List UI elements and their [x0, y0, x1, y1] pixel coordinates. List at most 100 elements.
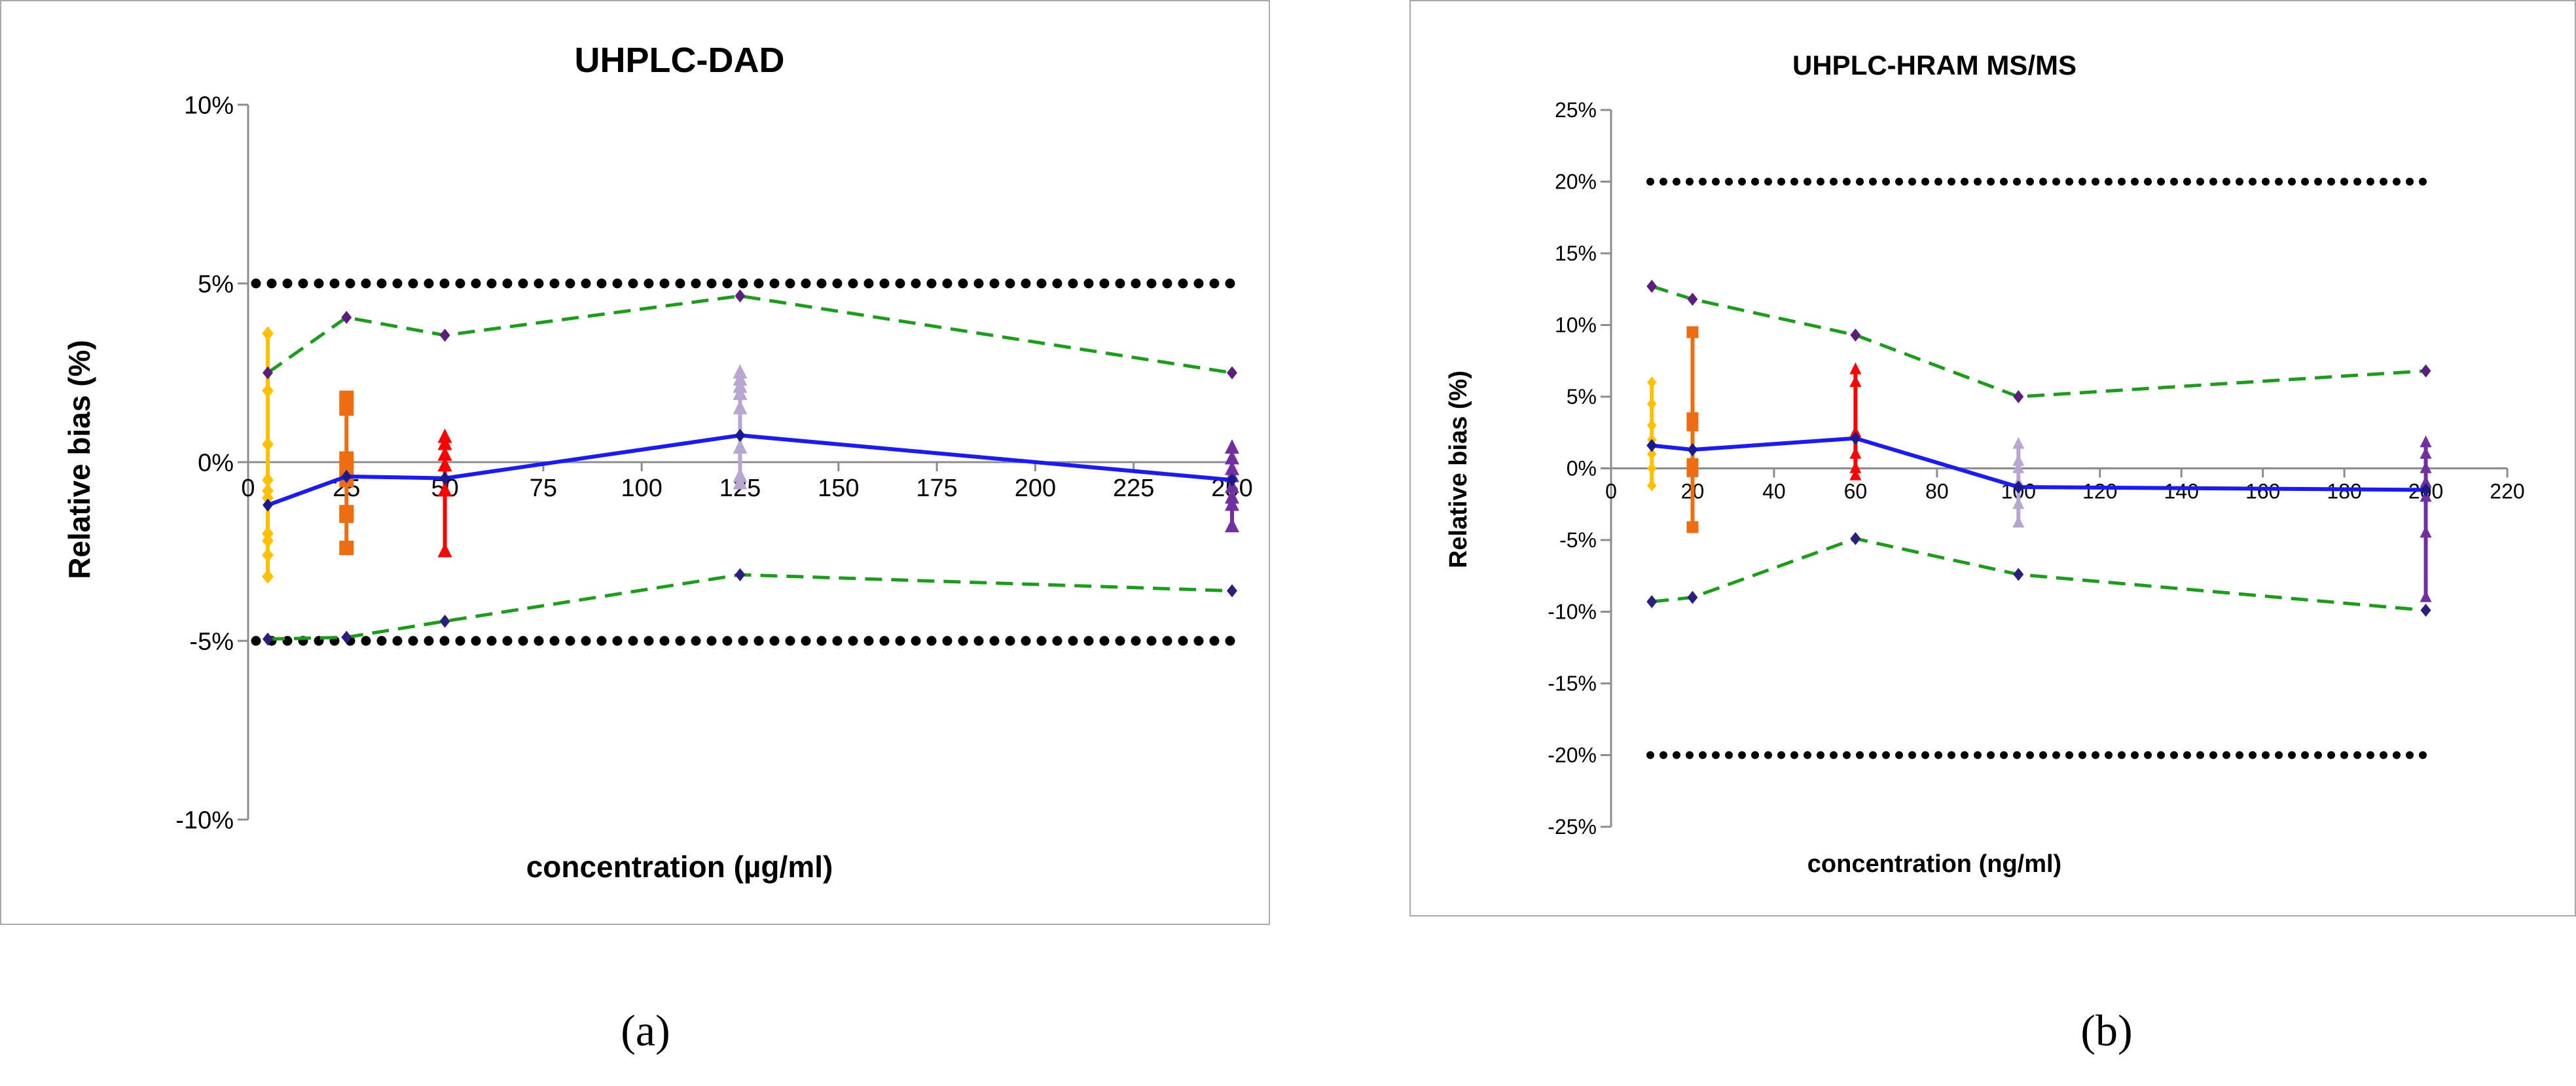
individual-result-point	[1647, 376, 1657, 389]
y-tick-label: -20%	[1548, 744, 1597, 767]
mean-bias-point	[2013, 480, 2024, 494]
individual-result-point	[1849, 446, 1862, 459]
chart-panel-b: UHPLC-HRAM MS/MS -25% -20% -15% -10% -5% 0% 5% 1…	[1409, 0, 2576, 916]
x-tick-label: 0	[1605, 480, 1617, 503]
mean-bias-point	[1687, 443, 1698, 457]
upper-tolerance-point	[263, 366, 274, 380]
individual-result-point	[1647, 448, 1657, 460]
mean-bias-point	[2420, 483, 2431, 497]
chart-title: UHPLC-HRAM MS/MS	[1792, 50, 2077, 81]
individual-result-point	[1849, 468, 1862, 480]
individual-result-point	[339, 401, 354, 416]
y-tick-label: 0%	[1567, 457, 1597, 480]
individual-result-point	[262, 383, 274, 398]
x-tick-label: 225	[1113, 475, 1154, 502]
individual-result-point	[733, 475, 748, 490]
individual-result-point	[2420, 461, 2432, 473]
lower-tolerance-point	[1227, 584, 1237, 598]
individual-result-point	[2420, 590, 2432, 602]
individual-result-point	[733, 399, 748, 414]
individual-result-point	[1686, 465, 1699, 477]
individual-result-point	[1849, 362, 1862, 374]
x-tick-label: 200	[1015, 475, 1056, 502]
x-tick-label: 160	[2245, 480, 2280, 503]
individual-result-point	[1225, 518, 1239, 533]
individual-result-point	[437, 482, 452, 497]
y-tick-label: 5%	[198, 270, 234, 298]
lower-tolerance-point	[2013, 568, 2024, 581]
chart-panel-a: UHPLC-DAD-10%-5%0%5%10%02550751001251501…	[0, 0, 1270, 925]
mean-bias-point	[735, 429, 746, 443]
lower-tolerance-point	[1850, 532, 1861, 545]
x-tick-label: 40	[1762, 480, 1786, 503]
individual-result-point	[1849, 425, 1862, 437]
x-tick-label: 80	[1925, 480, 1949, 503]
individual-result-point	[1647, 397, 1657, 410]
individual-result-point	[1849, 461, 1862, 473]
individual-results-group	[1686, 326, 1699, 534]
x-tick-label: 175	[916, 475, 957, 502]
y-tick-label: 0%	[198, 449, 234, 477]
individual-result-point	[2420, 475, 2432, 488]
mean-bias-point	[1646, 439, 1658, 452]
x-tick-label: 100	[621, 475, 662, 502]
y-tick-label: 5%	[1567, 385, 1597, 408]
mean-bias-point	[1850, 431, 1861, 445]
lower-tolerance-point	[2420, 604, 2431, 617]
individual-result-point	[262, 547, 274, 562]
lower-tolerance-line	[1651, 537, 2426, 612]
individual-result-point	[2420, 446, 2432, 459]
individual-result-point	[1225, 439, 1239, 454]
upper-tolerance-point	[2013, 390, 2024, 403]
y-tick-label: 20%	[1555, 170, 1597, 194]
individual-result-point	[1686, 326, 1699, 338]
mean-bias-point	[341, 469, 352, 483]
chart-a-svg: UHPLC-DAD-10%-5%0%5%10%02550751001251501…	[62, 41, 1253, 884]
x-tick-label: 120	[2082, 480, 2117, 503]
individual-result-point	[2012, 454, 2025, 466]
x-axis-label: concentration (ng/ml)	[1807, 850, 2061, 878]
x-tick-label: 75	[530, 475, 557, 502]
lower-tolerance-line	[268, 573, 1233, 641]
individual-results-group	[733, 364, 748, 490]
individual-result-point	[2420, 435, 2432, 448]
individual-results-group	[1225, 439, 1239, 533]
lower-tolerance-point	[341, 630, 352, 644]
individual-result-point	[733, 439, 748, 454]
individual-result-point	[437, 446, 452, 461]
mean-bias-point	[263, 498, 274, 512]
individual-result-point	[1647, 462, 1657, 475]
upper-tolerance-point	[735, 289, 746, 303]
y-tick-label: -10%	[1548, 600, 1597, 624]
individual-result-point	[262, 473, 274, 488]
mean-bias-point	[1227, 473, 1237, 487]
lower-tolerance-point	[1687, 590, 1698, 604]
y-axis-label: Relative bias (%)	[1445, 371, 1472, 568]
individual-result-point	[1647, 419, 1657, 431]
individual-results-group	[437, 428, 452, 558]
individual-result-point	[1686, 521, 1699, 534]
individual-result-point	[339, 541, 354, 556]
x-tick-label: 140	[2164, 480, 2198, 503]
individual-result-point	[262, 534, 274, 549]
y-tick-label: 25%	[1555, 98, 1597, 122]
individual-result-point	[2012, 515, 2025, 528]
individual-result-point	[437, 435, 452, 450]
individual-result-point	[262, 569, 274, 584]
upper-tolerance-point	[1227, 366, 1237, 380]
x-tick-label: 0	[241, 475, 255, 502]
y-tick-label: 10%	[184, 92, 234, 119]
individual-result-point	[339, 508, 354, 523]
individual-results-group	[262, 326, 274, 584]
mean-bias-point	[439, 471, 450, 485]
y-axis-label: Relative bias (%)	[62, 340, 96, 579]
lower-tolerance-point	[1646, 595, 1658, 609]
individual-results-group	[1647, 376, 1657, 492]
individual-result-point	[2420, 526, 2432, 538]
individual-result-point	[1225, 496, 1239, 511]
y-tick-label: -15%	[1548, 672, 1597, 695]
individual-results-group	[2012, 437, 2025, 528]
individual-result-point	[1686, 419, 1699, 431]
individual-result-point	[262, 326, 274, 341]
upper-tolerance-point	[439, 329, 450, 342]
